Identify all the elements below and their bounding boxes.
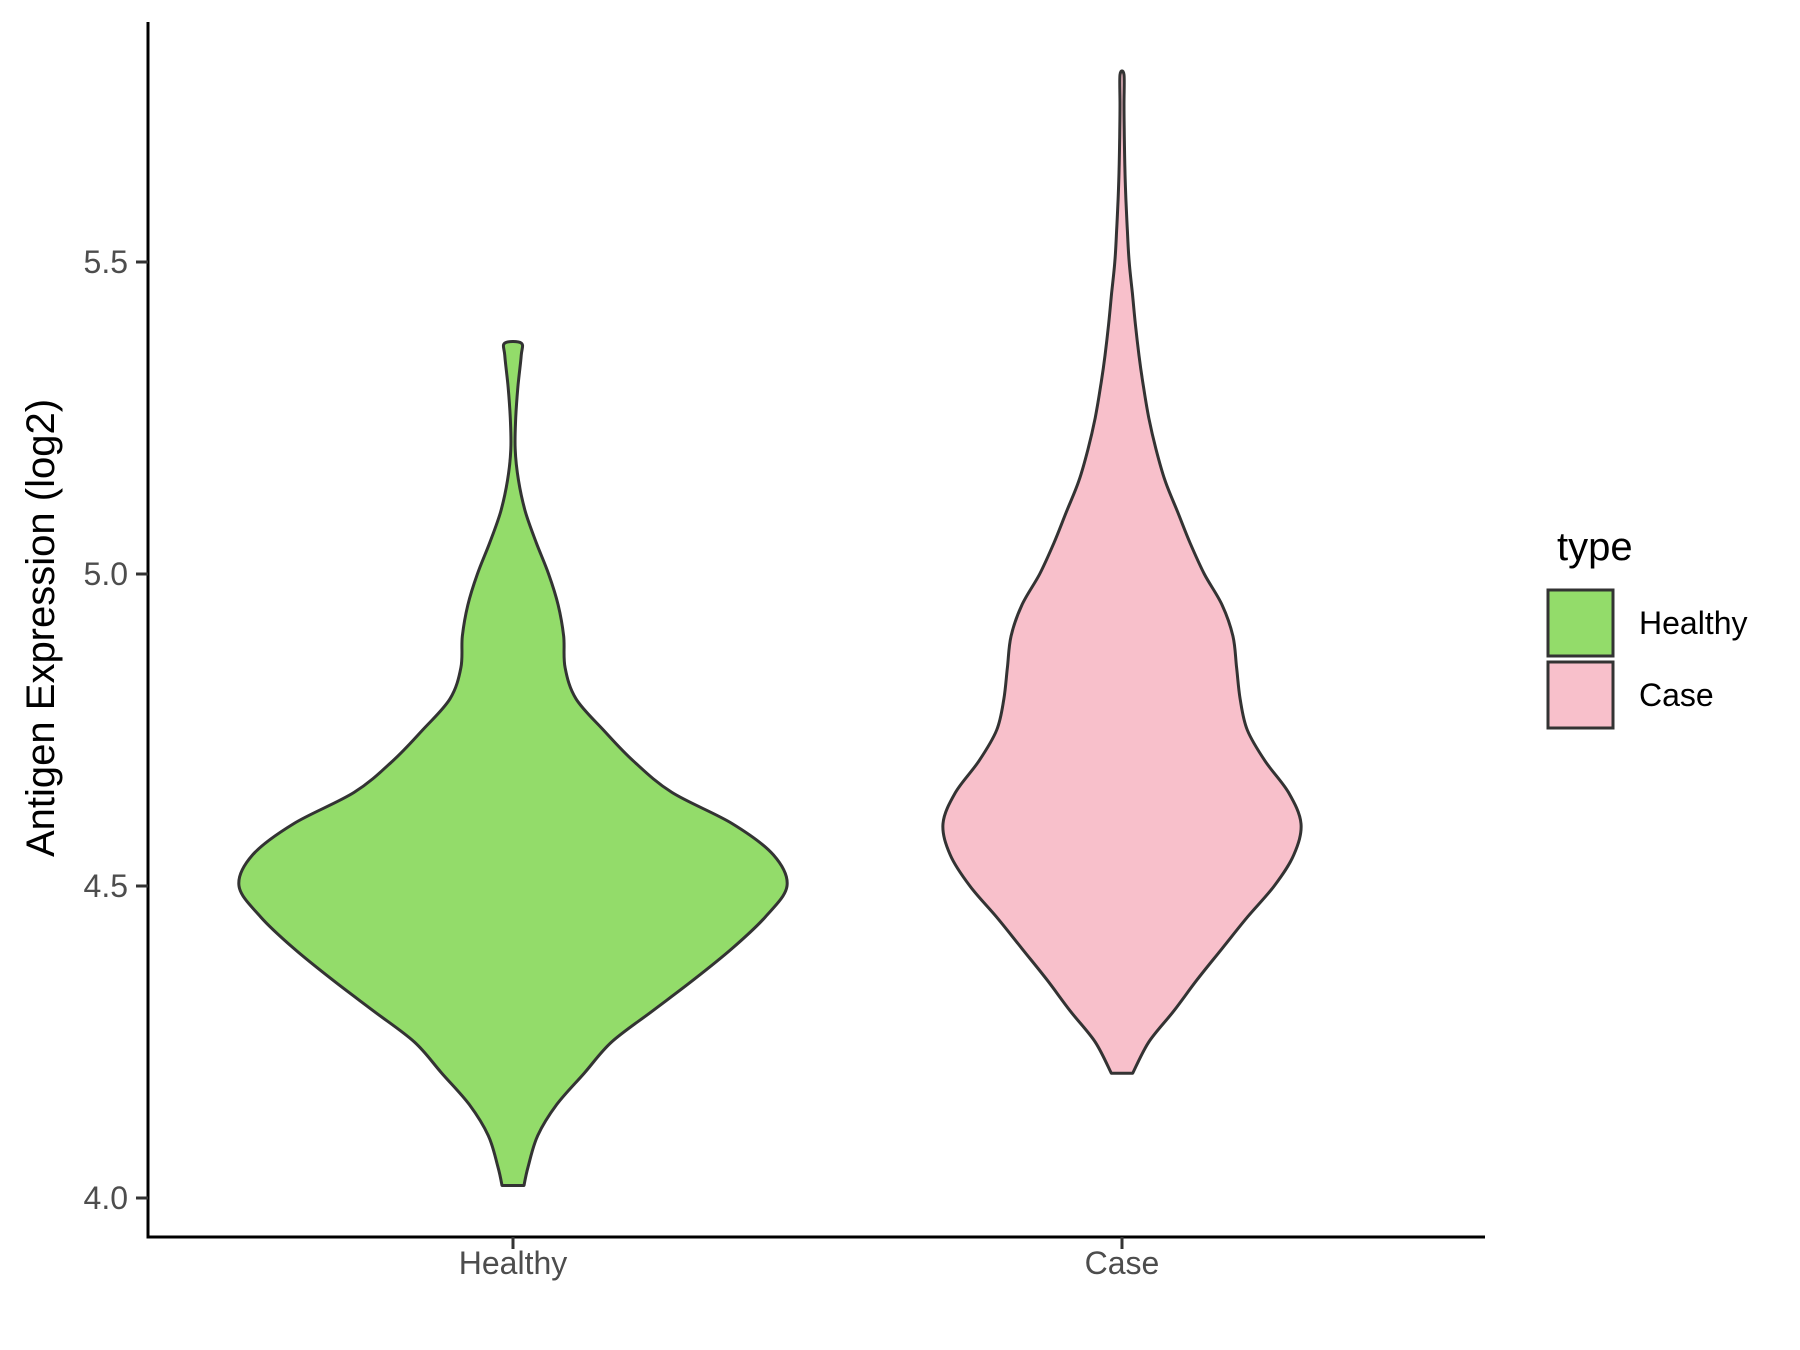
legend-key-healthy xyxy=(1546,588,1615,658)
y-axis-title: Antigen Expression (log2) xyxy=(19,399,63,857)
legend: type Healthy Case xyxy=(1546,525,1748,730)
y-tick-label: 4.0 xyxy=(84,1180,128,1216)
y-axis-ticks: 4.0 4.5 5.0 5.5 xyxy=(84,244,148,1216)
legend-key-case xyxy=(1546,660,1615,730)
x-tick-label-healthy: Healthy xyxy=(459,1245,568,1281)
violin-healthy xyxy=(237,340,789,1187)
x-tick-label-case: Case xyxy=(1085,1245,1160,1281)
y-tick-label: 4.5 xyxy=(84,868,128,904)
legend-label-healthy: Healthy xyxy=(1639,605,1748,641)
y-tick-label: 5.0 xyxy=(84,556,128,592)
legend-title: type xyxy=(1557,525,1633,569)
x-axis-ticks: Healthy Case xyxy=(459,1237,1160,1281)
violin-layer xyxy=(237,69,1303,1187)
y-tick-label: 5.5 xyxy=(84,244,128,280)
legend-label-case: Case xyxy=(1639,677,1714,713)
violin-case xyxy=(941,69,1303,1075)
